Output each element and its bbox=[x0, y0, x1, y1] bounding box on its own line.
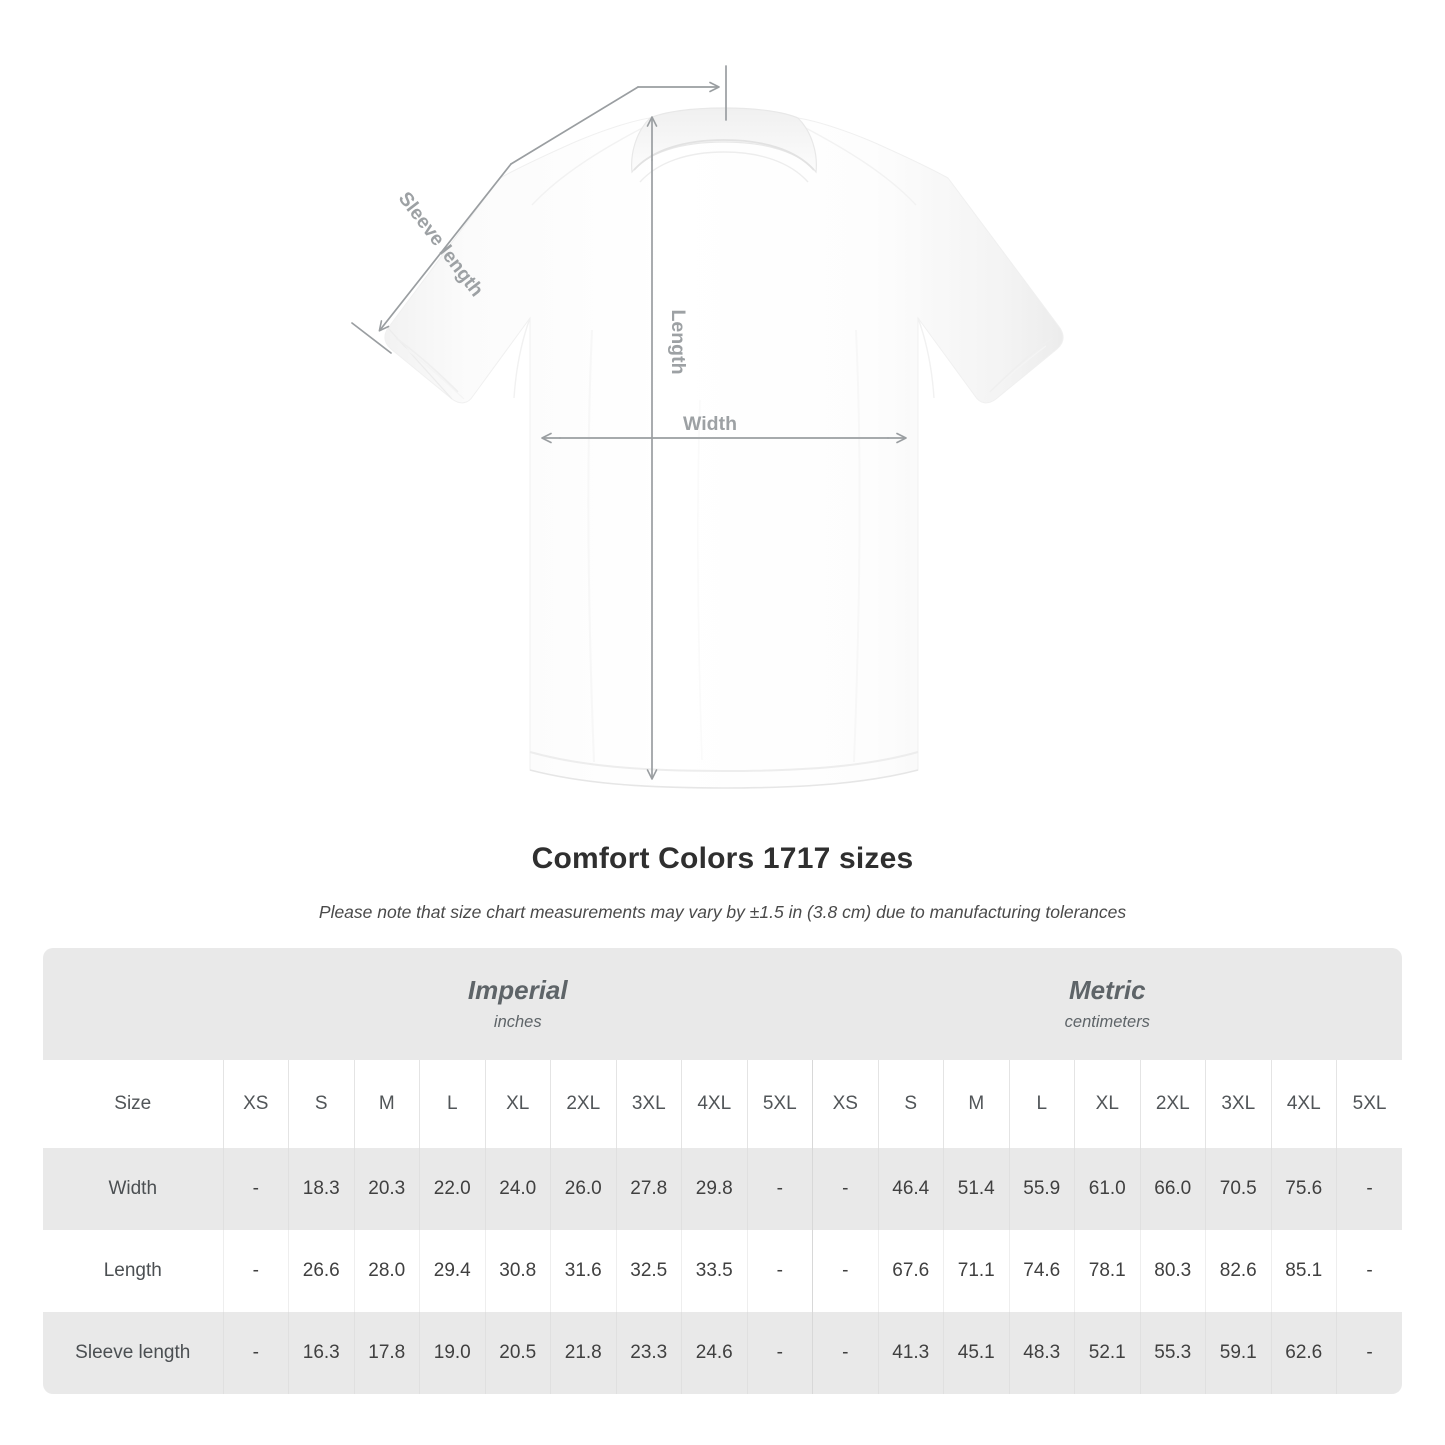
size-header-cell-xl: XL bbox=[484, 1060, 551, 1148]
cell-width-in-3xl: 27.8 bbox=[615, 1148, 682, 1230]
cell-length-in-4xl: 33.5 bbox=[681, 1230, 747, 1312]
unit-name: Imperial bbox=[467, 975, 568, 1005]
cell-sleeve-length-in-4xl: 24.6 bbox=[681, 1312, 747, 1394]
cell-sleeve-length-cm-xl: 52.1 bbox=[1074, 1312, 1141, 1394]
table-row: Width -18.3 20.3 22.0 24.0 26.0 27.8 29.8- -46.4… bbox=[43, 1148, 1403, 1230]
cell-width-in-s: 18.3 bbox=[288, 1148, 354, 1230]
size-header-cell-3xl: 3XL bbox=[615, 1060, 682, 1148]
size-header-row: Size XS S M L XL 2XL 3XL 4XL 5XL XS S M L XL 2XL 3XL 4XL 5… bbox=[43, 1060, 1403, 1148]
cell-width-cm-2xl: 66.0 bbox=[1139, 1148, 1206, 1230]
size-header-cell-5xl: 5XL bbox=[1336, 1060, 1403, 1148]
cell-sleeve-length-cm-l: 48.3 bbox=[1008, 1312, 1075, 1394]
table-row: Sleeve length -16.3 17.8 19.0 20.5 21.8 23.3 24… bbox=[43, 1312, 1403, 1394]
size-header-cell-l: L bbox=[1008, 1060, 1075, 1148]
unit-header-metric: Metric centimeters bbox=[812, 948, 1403, 1060]
cell-width-in-xs: - bbox=[222, 1148, 289, 1230]
unit-header-imperial: Imperial inches bbox=[223, 948, 813, 1060]
table-row: Length -26.6 28.0 29.4 30.8 31.6 32.5 33.5- -67.… bbox=[43, 1230, 1403, 1312]
cell-sleeve-length-cm-4xl: 62.6 bbox=[1270, 1312, 1337, 1394]
cell-length-cm-s: 67.6 bbox=[877, 1230, 944, 1312]
unit-name: Metric bbox=[1069, 975, 1146, 1005]
tolerance-note: Please note that size chart measurements… bbox=[318, 902, 1127, 922]
cell-length-cm-4xl: 85.1 bbox=[1270, 1230, 1337, 1312]
size-header-cell-3xl: 3XL bbox=[1205, 1060, 1272, 1148]
cell-width-in-2xl: 26.0 bbox=[550, 1148, 616, 1230]
size-header-cell-xs: XS bbox=[812, 1060, 879, 1148]
cell-width-in-xl: 24.0 bbox=[484, 1148, 551, 1230]
cell-sleeve-length-in-2xl: 21.8 bbox=[550, 1312, 616, 1394]
cell-sleeve-length-cm-2xl: 55.3 bbox=[1139, 1312, 1206, 1394]
unit-subtitle: centimeters bbox=[1064, 1013, 1150, 1031]
size-header-cell-5xl: 5XL bbox=[746, 1060, 813, 1148]
cell-length-in-5xl: - bbox=[746, 1230, 813, 1312]
row-label-width: Width bbox=[43, 1148, 223, 1230]
size-header-cell-4xl: 4XL bbox=[681, 1060, 747, 1148]
size-header-cell-l: L bbox=[419, 1060, 485, 1148]
length-label: Length bbox=[667, 310, 689, 375]
cell-length-cm-5xl: - bbox=[1336, 1230, 1403, 1312]
measurement-arrows bbox=[351, 65, 907, 780]
cell-length-cm-m: 71.1 bbox=[943, 1230, 1010, 1312]
size-header-cell-m: M bbox=[943, 1060, 1010, 1148]
row-label-length: Length bbox=[43, 1230, 223, 1312]
cell-length-in-s: 26.6 bbox=[288, 1230, 354, 1312]
size-header-cell-4xl: 4XL bbox=[1270, 1060, 1337, 1148]
cell-width-in-4xl: 29.8 bbox=[681, 1148, 747, 1230]
cell-width-cm-5xl: - bbox=[1336, 1148, 1403, 1230]
size-header-cell-m: M bbox=[353, 1060, 420, 1148]
size-header-label: Size bbox=[43, 1060, 223, 1148]
cell-length-in-xs: - bbox=[222, 1230, 289, 1312]
cell-width-cm-l: 55.9 bbox=[1008, 1148, 1075, 1230]
cell-length-cm-xs: - bbox=[812, 1230, 879, 1312]
cell-sleeve-length-cm-s: 41.3 bbox=[877, 1312, 944, 1394]
size-header-cell-2xl: 2XL bbox=[1139, 1060, 1206, 1148]
cell-sleeve-length-in-xs: - bbox=[222, 1312, 289, 1394]
cell-width-cm-xs: - bbox=[812, 1148, 879, 1230]
size-chart-table-wrap: Imperial inches Metric centimeters Size XS S M L… bbox=[43, 948, 1403, 1394]
row-label-sleeve-length: Sleeve length bbox=[43, 1312, 223, 1394]
unit-subtitle: inches bbox=[493, 1013, 542, 1031]
cell-sleeve-length-in-s: 16.3 bbox=[288, 1312, 354, 1394]
cell-width-cm-m: 51.4 bbox=[943, 1148, 1010, 1230]
cell-length-cm-3xl: 82.6 bbox=[1205, 1230, 1272, 1312]
sleeve-length-arrow bbox=[351, 65, 727, 354]
cell-length-in-m: 28.0 bbox=[353, 1230, 420, 1312]
cell-width-cm-xl: 61.0 bbox=[1074, 1148, 1141, 1230]
size-header-cell-xl: XL bbox=[1074, 1060, 1141, 1148]
tshirt-illustration: Sleeve length Length Width bbox=[351, 65, 1064, 789]
cell-width-cm-4xl: 75.6 bbox=[1270, 1148, 1337, 1230]
cell-sleeve-length-cm-xs: - bbox=[812, 1312, 879, 1394]
cell-width-in-m: 20.3 bbox=[353, 1148, 420, 1230]
size-header-cell-s: S bbox=[877, 1060, 944, 1148]
cell-sleeve-length-in-xl: 20.5 bbox=[484, 1312, 551, 1394]
width-label: Width bbox=[683, 413, 737, 435]
cell-sleeve-length-in-l: 19.0 bbox=[419, 1312, 485, 1394]
unit-header-row: Imperial inches Metric centimeters bbox=[43, 948, 1403, 1060]
cell-sleeve-length-in-m: 17.8 bbox=[353, 1312, 420, 1394]
cell-length-in-l: 29.4 bbox=[419, 1230, 485, 1312]
cell-length-in-2xl: 31.6 bbox=[550, 1230, 616, 1312]
cell-sleeve-length-cm-m: 45.1 bbox=[943, 1312, 1010, 1394]
cell-length-cm-2xl: 80.3 bbox=[1139, 1230, 1206, 1312]
cell-length-in-xl: 30.8 bbox=[484, 1230, 551, 1312]
cell-width-in-l: 22.0 bbox=[419, 1148, 485, 1230]
size-header-cell-s: S bbox=[288, 1060, 354, 1148]
cell-sleeve-length-in-5xl: - bbox=[746, 1312, 813, 1394]
size-chart-table: Imperial inches Metric centimeters Size XS S M L… bbox=[43, 948, 1403, 1394]
size-header-cell-xs: XS bbox=[222, 1060, 289, 1148]
cell-length-cm-l: 74.6 bbox=[1008, 1230, 1075, 1312]
title-block: Comfort Colors 1717 sizes Please note th… bbox=[0, 840, 1445, 923]
cell-length-cm-xl: 78.1 bbox=[1074, 1230, 1141, 1312]
cell-sleeve-length-cm-3xl: 59.1 bbox=[1205, 1312, 1272, 1394]
cell-width-in-5xl: - bbox=[746, 1148, 813, 1230]
cell-width-cm-s: 46.4 bbox=[877, 1148, 944, 1230]
page-title: Comfort Colors 1717 sizes bbox=[531, 842, 914, 875]
unit-row-corner bbox=[43, 948, 223, 1060]
size-header-cell-2xl: 2XL bbox=[550, 1060, 616, 1148]
cell-sleeve-length-cm-5xl: - bbox=[1336, 1312, 1403, 1394]
cell-width-cm-3xl: 70.5 bbox=[1205, 1148, 1272, 1230]
tshirt-graphic bbox=[384, 107, 1064, 789]
cell-length-in-3xl: 32.5 bbox=[615, 1230, 682, 1312]
cell-sleeve-length-in-3xl: 23.3 bbox=[615, 1312, 682, 1394]
